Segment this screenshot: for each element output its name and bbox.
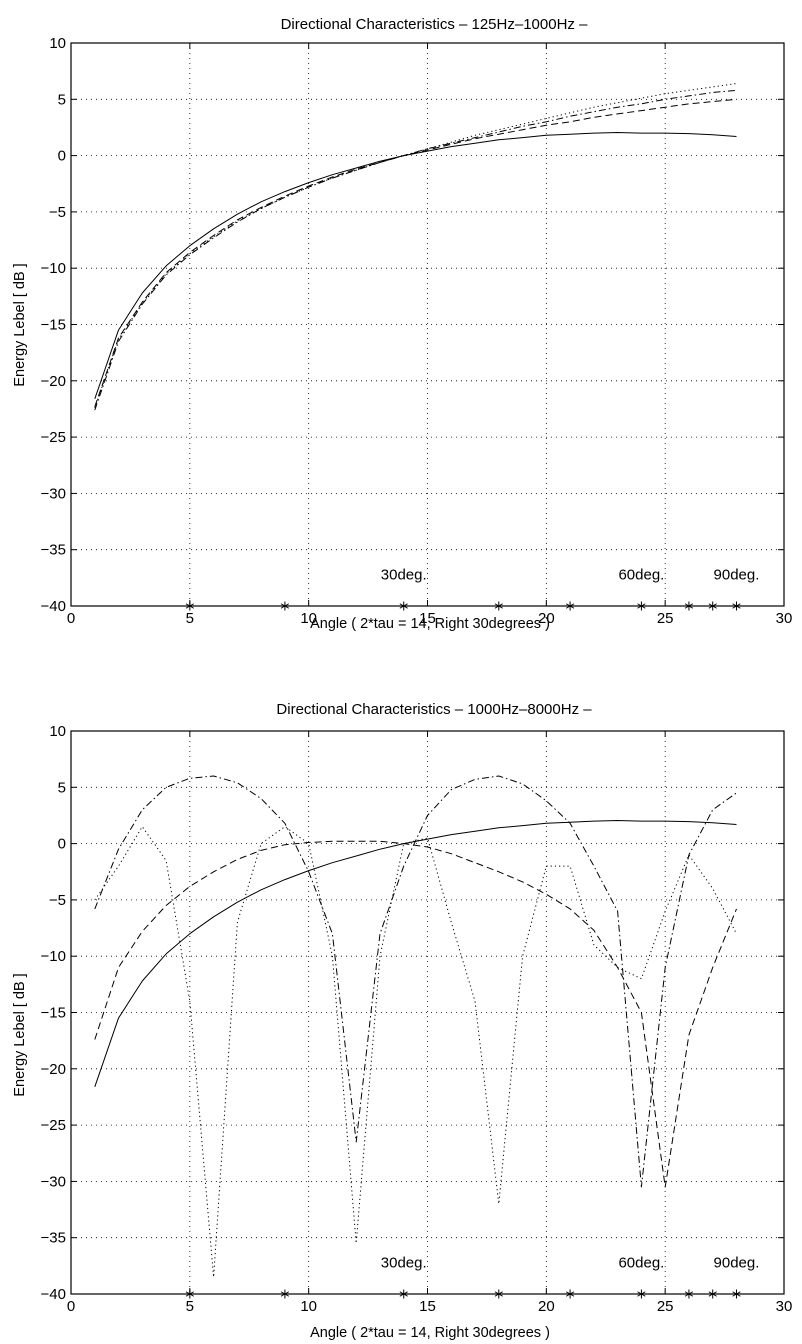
y-tick-label: −30 (41, 1173, 66, 1190)
y-tick-label: −35 (41, 1230, 66, 1247)
y-tick-label: −15 (41, 1005, 66, 1022)
x-axis-label: Angle ( 2*tau = 14, Right 30degrees ) (310, 616, 550, 632)
y-tick-label: 0 (58, 148, 66, 165)
plot-area (71, 43, 784, 606)
x-tick-label: 10 (300, 610, 317, 627)
y-tick-label: −10 (41, 260, 66, 277)
series-dashed-line (94, 98, 737, 407)
chart-1000hz-8000hz: 0 5 10 15 20 25 30 −40 −35 −30 −25 −20 −15 −10 −5 0 5 10 3… (12, 701, 792, 1341)
y-axis-label: Energy Lebel [ dB ] (12, 263, 28, 386)
y-axis-label: Energy Lebel [ dB ] (12, 973, 28, 1096)
plot-frame (70, 42, 785, 607)
y-tick-label: 5 (58, 91, 66, 108)
y-tick-label: −40 (41, 1286, 66, 1303)
chart-title: Directional Characteristics – 125Hz–1000… (281, 16, 588, 33)
series-dashed-line (94, 840, 737, 1188)
chart-125hz-1000hz: 0 5 10 15 20 25 30 −40 −35 −30 −25 −20 −15 −10 −5 0 5 10 3… (12, 16, 792, 632)
y-tick-label: −5 (49, 204, 66, 221)
y-tick-label: −25 (41, 429, 66, 446)
plot-area (71, 731, 784, 1294)
x-tick-label: 15 (419, 1298, 436, 1315)
annotation-label: 30deg. (381, 566, 427, 583)
annotation-label: 30deg. (381, 1254, 427, 1271)
y-tick-label: 10 (49, 723, 66, 740)
y-tick-label: −5 (49, 892, 66, 909)
series-dotted-line (94, 826, 737, 1278)
plot-frame (70, 730, 785, 1295)
series-dashdot-line (94, 775, 737, 1188)
y-tick-label: −20 (41, 1061, 66, 1078)
x-tick-label: 10 (300, 1298, 317, 1315)
x-tick-label: 25 (657, 610, 674, 627)
y-tick-label: −20 (41, 373, 66, 390)
y-tick-label: −40 (41, 598, 66, 615)
x-tick-label: 0 (67, 1298, 75, 1315)
annotation-label: 60deg. (618, 566, 664, 583)
y-tick-label: −15 (41, 317, 66, 334)
x-axis-label: Angle ( 2*tau = 14, Right 30degrees ) (310, 1325, 550, 1341)
x-tick-label: 30 (776, 610, 793, 627)
annotation-label: 90deg. (714, 1254, 760, 1271)
x-tick-label: 0 (67, 610, 75, 627)
x-tick-label: 30 (776, 1298, 793, 1315)
x-tick-label: 20 (538, 610, 555, 627)
x-tick-label: 15 (419, 610, 436, 627)
chart-title: Directional Characteristics – 1000Hz–800… (276, 701, 592, 718)
series-solid-line (94, 132, 737, 399)
annotation-label: 90deg. (714, 566, 760, 583)
series-dashdot-line (94, 89, 737, 411)
x-tick-label: 20 (538, 1298, 555, 1315)
y-tick-label: 0 (58, 836, 66, 853)
annotation-label: 60deg. (618, 1254, 664, 1271)
y-tick-label: −30 (41, 485, 66, 502)
y-tick-label: −35 (41, 542, 66, 559)
y-tick-label: 10 (49, 35, 66, 52)
x-tick-label: 5 (186, 1298, 194, 1315)
y-tick-label: −10 (41, 948, 66, 965)
y-tick-label: −25 (41, 1117, 66, 1134)
y-tick-label: 5 (58, 779, 66, 796)
x-tick-label: 5 (186, 610, 194, 627)
x-tick-label: 25 (657, 1298, 674, 1315)
